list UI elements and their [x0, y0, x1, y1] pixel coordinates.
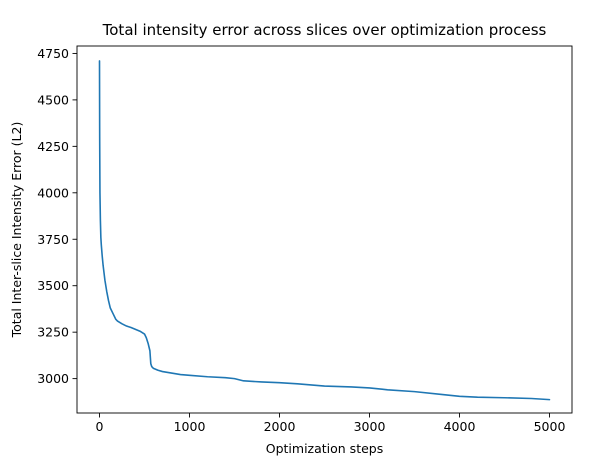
x-tick-label: 2000	[264, 419, 296, 434]
x-tick-label: 5000	[534, 419, 566, 434]
series-line-0	[98, 60, 551, 401]
x-tick-label: 1000	[174, 419, 206, 434]
chart-title: Total intensity error across slices over…	[102, 21, 547, 39]
x-axis-label: Optimization steps	[266, 441, 384, 456]
y-axis: 3000 3250 3500 3750 4000 4250 4500 4750	[37, 46, 77, 386]
y-tick-label: 3500	[37, 278, 69, 293]
x-axis: 0 1000 2000 3000 4000 5000	[96, 413, 566, 434]
y-tick-label: 3250	[37, 325, 69, 340]
y-axis-label: Total Inter-slice Intensity Error (L2)	[9, 122, 24, 339]
y-tick-label: 4750	[37, 46, 69, 61]
y-tick-label: 3000	[37, 371, 69, 386]
axes-frame	[76, 45, 573, 414]
plot-area	[98, 60, 551, 401]
x-tick-label: 3000	[354, 419, 386, 434]
x-tick-label: 0	[96, 419, 104, 434]
y-tick-label: 4500	[37, 92, 69, 107]
y-tick-label: 3750	[37, 232, 69, 247]
y-tick-label: 4000	[37, 185, 69, 200]
y-tick-label: 4250	[37, 139, 69, 154]
x-tick-label: 4000	[444, 419, 476, 434]
